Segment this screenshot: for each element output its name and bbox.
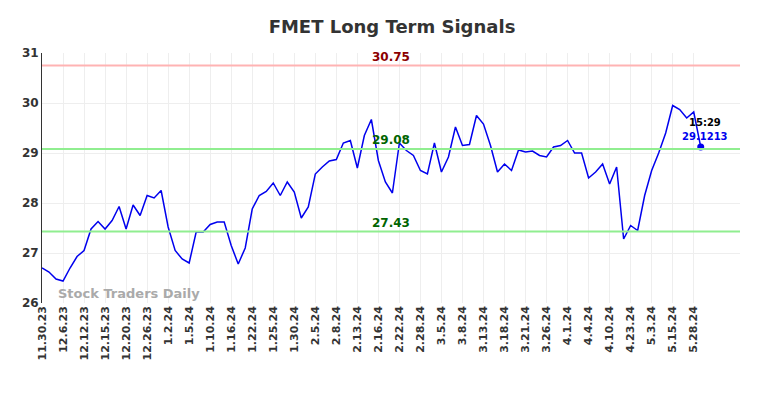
svg-text:4.10.24: 4.10.24 <box>603 306 616 353</box>
svg-text:12.6.23: 12.6.23 <box>57 306 70 353</box>
svg-text:11.30.23: 11.30.23 <box>36 306 49 360</box>
svg-text:15:29: 15:29 <box>689 117 721 128</box>
svg-text:12.20.23: 12.20.23 <box>120 306 133 360</box>
svg-text:3.8.24: 3.8.24 <box>456 306 469 345</box>
svg-text:1.2.24: 1.2.24 <box>162 306 175 345</box>
svg-text:27.43: 27.43 <box>372 216 410 230</box>
svg-text:12.26.23: 12.26.23 <box>141 306 154 360</box>
svg-text:30.75: 30.75 <box>372 50 410 64</box>
svg-text:5.3.24: 5.3.24 <box>645 306 658 345</box>
svg-text:Stock Traders Daily: Stock Traders Daily <box>58 286 200 301</box>
svg-text:29: 29 <box>22 146 39 160</box>
svg-text:1.10.24: 1.10.24 <box>204 306 217 353</box>
svg-text:3.26.24: 3.26.24 <box>540 306 553 353</box>
svg-text:12.15.23: 12.15.23 <box>99 306 112 360</box>
svg-text:1.30.24: 1.30.24 <box>288 306 301 353</box>
svg-text:2.13.24: 2.13.24 <box>351 306 364 353</box>
svg-text:1.25.24: 1.25.24 <box>267 306 280 353</box>
svg-text:31: 31 <box>22 46 39 60</box>
svg-text:1.5.24: 1.5.24 <box>183 306 196 345</box>
svg-text:5.28.24: 5.28.24 <box>687 306 700 353</box>
svg-text:3.18.24: 3.18.24 <box>498 306 511 353</box>
svg-text:4.23.24: 4.23.24 <box>624 306 637 353</box>
svg-text:3.5.24: 3.5.24 <box>435 306 448 345</box>
svg-text:2.5.24: 2.5.24 <box>309 306 322 345</box>
svg-text:3.13.24: 3.13.24 <box>477 306 490 353</box>
svg-text:FMET Long Term Signals: FMET Long Term Signals <box>269 16 516 37</box>
svg-text:2.8.24: 2.8.24 <box>330 306 343 345</box>
svg-text:2.22.24: 2.22.24 <box>393 306 406 353</box>
svg-text:27: 27 <box>22 246 39 260</box>
svg-text:12.12.23: 12.12.23 <box>78 306 91 360</box>
svg-text:2.28.24: 2.28.24 <box>414 306 427 353</box>
svg-text:4.1.24: 4.1.24 <box>561 306 574 345</box>
svg-text:29.1213: 29.1213 <box>682 131 728 142</box>
svg-text:1.22.24: 1.22.24 <box>246 306 259 353</box>
svg-text:3.21.24: 3.21.24 <box>519 306 532 353</box>
svg-text:26: 26 <box>22 296 39 310</box>
svg-text:30: 30 <box>22 96 39 110</box>
svg-text:5.15.24: 5.15.24 <box>666 306 679 353</box>
svg-text:1.16.24: 1.16.24 <box>225 306 238 353</box>
svg-text:2.16.24: 2.16.24 <box>372 306 385 353</box>
svg-text:4.4.24: 4.4.24 <box>582 306 595 345</box>
svg-text:29.08: 29.08 <box>372 133 410 147</box>
svg-text:28: 28 <box>22 196 39 210</box>
